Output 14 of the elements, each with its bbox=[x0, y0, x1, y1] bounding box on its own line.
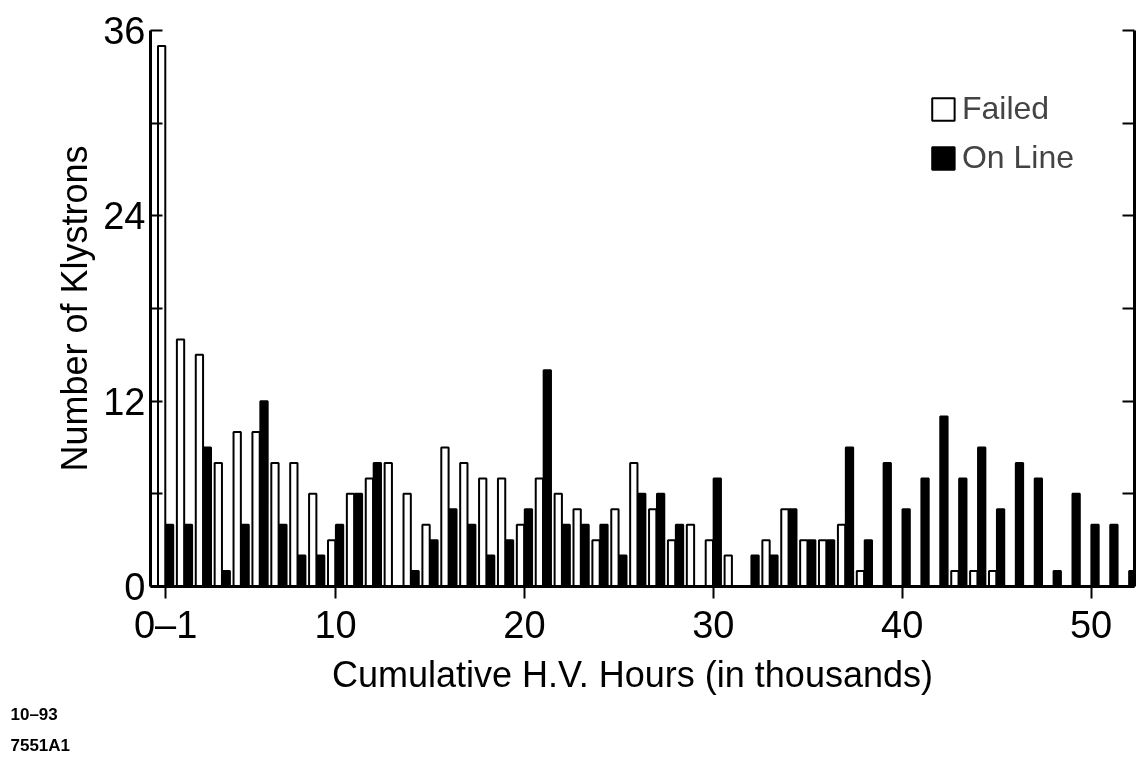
x-tick-label: 40 bbox=[881, 603, 924, 646]
text: 10–93 bbox=[10, 704, 58, 724]
y-tick-label: 12 bbox=[103, 380, 146, 423]
y-axis-title: Number of Klystrons bbox=[54, 145, 96, 472]
text: 7551A1 bbox=[10, 735, 71, 755]
y-tick-label: 36 bbox=[103, 10, 146, 52]
x-tick-label: 50 bbox=[1069, 603, 1113, 646]
x-tick-label: 30 bbox=[692, 603, 735, 646]
y-tick-label: 24 bbox=[103, 195, 146, 238]
x-tick-label: 20 bbox=[503, 603, 546, 646]
x-tick-label: 10 bbox=[314, 603, 357, 646]
legend-label: Failed bbox=[961, 90, 1050, 127]
x-axis-title: Cumulative H.V. Hours (in thousands) bbox=[332, 653, 933, 695]
legend-label: On Line bbox=[961, 139, 1074, 176]
